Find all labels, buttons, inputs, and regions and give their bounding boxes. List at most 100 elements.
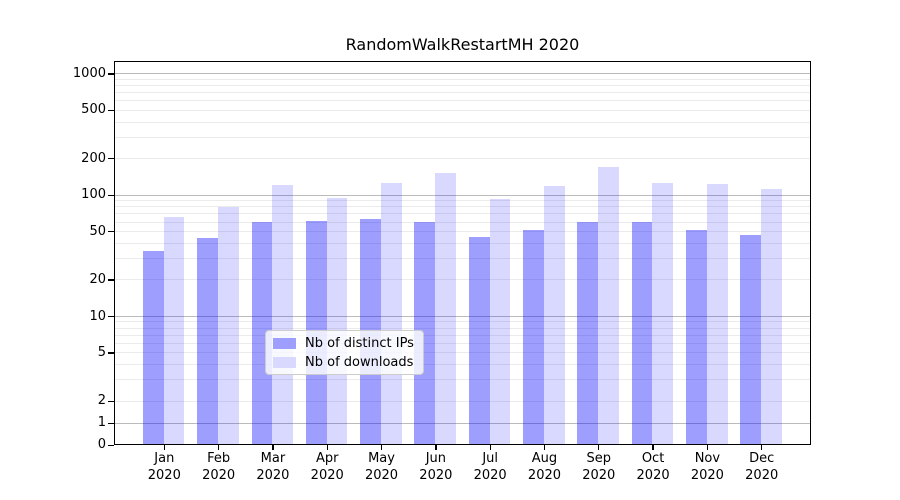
bar-distinct-ips-sep xyxy=(577,221,599,444)
x-tick-month: Feb xyxy=(207,451,231,466)
gridline-6 xyxy=(115,342,810,344)
y-tick-label-500: 500 xyxy=(81,102,106,118)
legend-swatch-downloads-icon xyxy=(273,356,296,368)
x-tick-label-mar: Mar 2020 xyxy=(241,450,305,484)
y-tick-label-2: 2 xyxy=(97,393,106,409)
y-tick-label-0: 0 xyxy=(97,437,106,453)
x-tick-mark-may xyxy=(380,445,383,450)
x-tick-year: 2020 xyxy=(745,468,779,483)
bar-downloads-oct xyxy=(652,182,674,444)
bar-distinct-ips-oct xyxy=(631,221,653,444)
y-tick-mark-1000 xyxy=(108,73,114,75)
x-tick-year: 2020 xyxy=(582,468,616,483)
bar-downloads-feb xyxy=(218,207,239,444)
x-tick-month: Jun xyxy=(425,451,446,466)
gridline-5 xyxy=(115,352,810,354)
gridline-500 xyxy=(115,109,810,111)
x-tick-mark-jul xyxy=(489,445,491,450)
x-tick-year: 2020 xyxy=(527,468,562,483)
x-tick-mark-apr xyxy=(326,445,328,450)
x-tick-month: Nov xyxy=(694,451,721,466)
legend-label-distinct-ips: Nb of distinct IPs xyxy=(305,335,414,351)
bar-downloads-aug xyxy=(543,186,565,444)
x-tick-month: May xyxy=(368,451,395,466)
legend-item-distinct-ips: Nb of distinct IPs xyxy=(273,335,414,351)
y-tick-mark-100 xyxy=(108,194,114,196)
x-tick-year: 2020 xyxy=(419,468,453,483)
x-tick-month: Apr xyxy=(315,451,339,466)
y-tick-label-5: 5 xyxy=(97,345,106,361)
y-tick-label-50: 50 xyxy=(89,223,106,239)
bar-distinct-ips-feb xyxy=(197,238,218,444)
gridline-1000 xyxy=(115,73,810,75)
x-tick-mark-jan xyxy=(163,445,165,450)
bar-distinct-ips-mar xyxy=(251,221,273,444)
bar-distinct-ips-jun xyxy=(414,221,436,444)
x-tick-label-may: May 2020 xyxy=(350,450,414,484)
gridline-1 xyxy=(115,422,810,424)
y-tick-mark-10 xyxy=(108,315,114,318)
gridline-4 xyxy=(115,364,810,366)
bar-downloads-jan xyxy=(163,217,185,444)
y-tick-mark-5 xyxy=(108,352,114,354)
legend-swatch-distinct-ips-icon xyxy=(273,337,296,349)
bar-downloads-mar xyxy=(272,185,294,444)
y-tick-mark-0 xyxy=(108,444,114,446)
bar-distinct-ips-jan xyxy=(142,250,164,444)
bar-distinct-ips-aug xyxy=(523,230,544,444)
x-tick-label-nov: Nov 2020 xyxy=(675,450,739,484)
y-tick-label-10: 10 xyxy=(89,308,106,324)
y-tick-label-20: 20 xyxy=(89,272,106,287)
chart-title: RandomWalkRestartMH 2020 xyxy=(345,35,580,54)
legend-item-downloads: Nb of downloads xyxy=(273,354,414,370)
legend: Nb of distinct IPs Nb of downloads xyxy=(265,330,424,375)
bar-downloads-apr xyxy=(326,197,348,444)
gridline-30 xyxy=(115,258,810,260)
gridline-7 xyxy=(115,334,810,336)
bar-distinct-ips-dec xyxy=(740,234,762,444)
legend-label-downloads: Nb of downloads xyxy=(305,354,414,370)
x-tick-label-apr: Apr 2020 xyxy=(295,450,359,484)
gridline-600 xyxy=(115,100,810,102)
gridline-20 xyxy=(115,279,810,281)
gridline-300 xyxy=(115,136,810,138)
y-tick-mark-50 xyxy=(108,231,114,233)
y-tick-mark-200 xyxy=(108,158,114,160)
x-tick-month: Mar xyxy=(260,451,286,466)
bar-distinct-ips-jul xyxy=(468,237,490,444)
y-tick-mark-1 xyxy=(108,422,114,424)
gridline-100 xyxy=(115,194,810,196)
x-tick-month: Aug xyxy=(531,451,558,466)
y-tick-label-200: 200 xyxy=(81,150,106,166)
x-tick-label-feb: Feb 2020 xyxy=(187,450,251,484)
x-tick-year: 2020 xyxy=(202,468,236,483)
gridline-80 xyxy=(115,206,810,208)
gridline-2 xyxy=(115,400,810,402)
bar-downloads-dec xyxy=(761,188,782,444)
y-tick-mark-500 xyxy=(108,109,114,112)
x-tick-month: Jan xyxy=(154,451,175,466)
plot-area xyxy=(114,61,811,445)
x-tick-mark-jun xyxy=(435,445,437,450)
x-tick-mark-nov xyxy=(706,445,709,450)
x-tick-month: Dec xyxy=(749,451,775,466)
gridline-60 xyxy=(115,221,810,223)
gridline-40 xyxy=(115,242,810,244)
bar-downloads-sep xyxy=(598,166,619,444)
y-tick-label-100: 100 xyxy=(81,187,106,203)
gridline-50 xyxy=(115,231,810,233)
gridline-10 xyxy=(115,315,810,317)
x-tick-year: 2020 xyxy=(256,468,290,483)
x-tick-label-dec: Dec 2020 xyxy=(730,450,794,484)
x-tick-year: 2020 xyxy=(147,468,181,483)
y-tick-mark-2 xyxy=(108,400,114,402)
x-tick-mark-feb xyxy=(218,445,220,450)
x-tick-mark-sep xyxy=(598,445,600,450)
x-tick-year: 2020 xyxy=(690,468,724,483)
gridline-8 xyxy=(115,327,810,329)
y-tick-mark-20 xyxy=(108,279,114,281)
bar-downloads-may xyxy=(380,182,402,444)
x-tick-label-sep: Sep 2020 xyxy=(567,450,631,484)
x-tick-label-jul: Jul 2020 xyxy=(458,450,522,484)
